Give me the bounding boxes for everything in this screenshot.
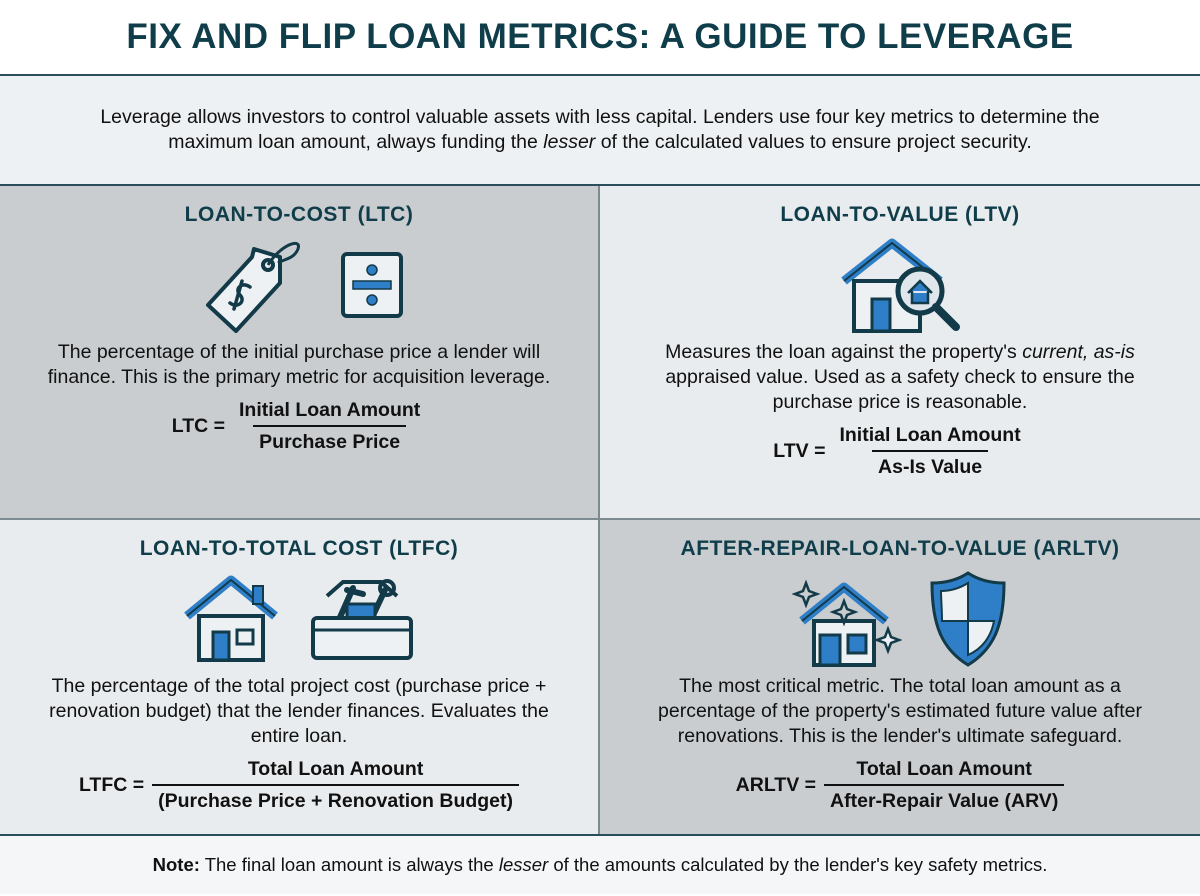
metrics-grid: LOAN-TO-COST (LTC) The percentage of the… (0, 186, 1200, 834)
toolbox-icon (311, 579, 413, 660)
formula-label: ARLTV = (735, 774, 817, 796)
description-emphasis: current, as-is (1022, 341, 1135, 363)
note-text-part: The final loan amount is always the (199, 854, 499, 875)
formula-label: LTFC = (78, 774, 145, 796)
price-tag-icon (206, 242, 300, 333)
metric-description: The most critical metric. The total loan… (658, 675, 1142, 747)
ltv-formula: LTV = Initial Loan Amount As-Is Value (773, 423, 1026, 479)
formula-label: LTV = (773, 440, 826, 462)
formula-denominator: After-Repair Value (ARV) (824, 784, 1065, 813)
formula-denominator: (Purchase Price + Renovation Budget) (152, 784, 520, 813)
page-title: FIX AND FLIP LOAN METRICS: A GUIDE TO LE… (0, 0, 1200, 76)
note-label: Note: (152, 854, 200, 875)
ltc-formula: LTC = Initial Loan Amount Purchase Price (172, 398, 427, 454)
metric-ltc: LOAN-TO-COST (LTC) The percentage of the… (0, 186, 600, 520)
formula-denominator: As-Is Value (872, 450, 989, 479)
intro-text: Leverage allows investors to control val… (0, 76, 1200, 186)
description-part: appraised value. Used as a safety check … (665, 366, 1135, 413)
arltv-formula: ARLTV = Total Loan Amount After-Repair Va… (736, 757, 1065, 813)
metric-ltv: LOAN-TO-VALUE (LTV) Measures the loan ag… (600, 186, 1200, 520)
formula-numerator: Total Loan Amount (856, 758, 1032, 780)
metric-description: The percentage of the total project cost… (49, 675, 549, 747)
metric-heading: AFTER-REPAIR-LOAN-TO-VALUE (ARLTV) (680, 537, 1120, 560)
metric-heading: LOAN-TO-COST (LTC) (184, 203, 414, 226)
divide-icon (341, 252, 403, 318)
footer-note: Note: The final loan amount is always th… (0, 834, 1200, 894)
metric-heading: LOAN-TO-VALUE (LTV) (780, 203, 1020, 226)
shield-icon (930, 571, 1006, 667)
metric-ltfc: LOAN-TO-TOTAL COST (LTFC) The percentage (0, 520, 600, 834)
formula-denominator: Purchase Price (253, 425, 407, 454)
note-emphasis: lesser (498, 854, 549, 875)
ltfc-formula: LTFC = Total Loan Amount (Purchase Price … (78, 757, 520, 813)
formula-label: LTC = (171, 415, 225, 437)
formula-numerator: Initial Loan Amount (239, 399, 421, 421)
metric-heading: LOAN-TO-TOTAL COST (LTFC) (139, 537, 459, 560)
sparkling-house-icon (792, 579, 902, 667)
formula-numerator: Initial Loan Amount (839, 424, 1021, 446)
description-part: Measures the loan against the property's (665, 341, 1023, 363)
formula-numerator: Total Loan Amount (247, 758, 424, 780)
metric-arltv: AFTER-REPAIR-LOAN-TO-VALUE (ARLTV) The m… (600, 520, 1200, 834)
house-icon (184, 575, 278, 662)
intro-text-part: of the calculated values to ensure proje… (595, 131, 1032, 153)
metric-description: Measures the loan against the property's… (600, 340, 1200, 415)
note-text-part: of the amounts calculated by the lender'… (548, 854, 1048, 875)
intro-text-part: Leverage allows investors to control val… (100, 106, 1100, 153)
metric-description: The percentage of the initial purchase p… (47, 341, 551, 388)
intro-emphasis: lesser (543, 131, 596, 153)
house-magnifier-icon (841, 238, 960, 333)
